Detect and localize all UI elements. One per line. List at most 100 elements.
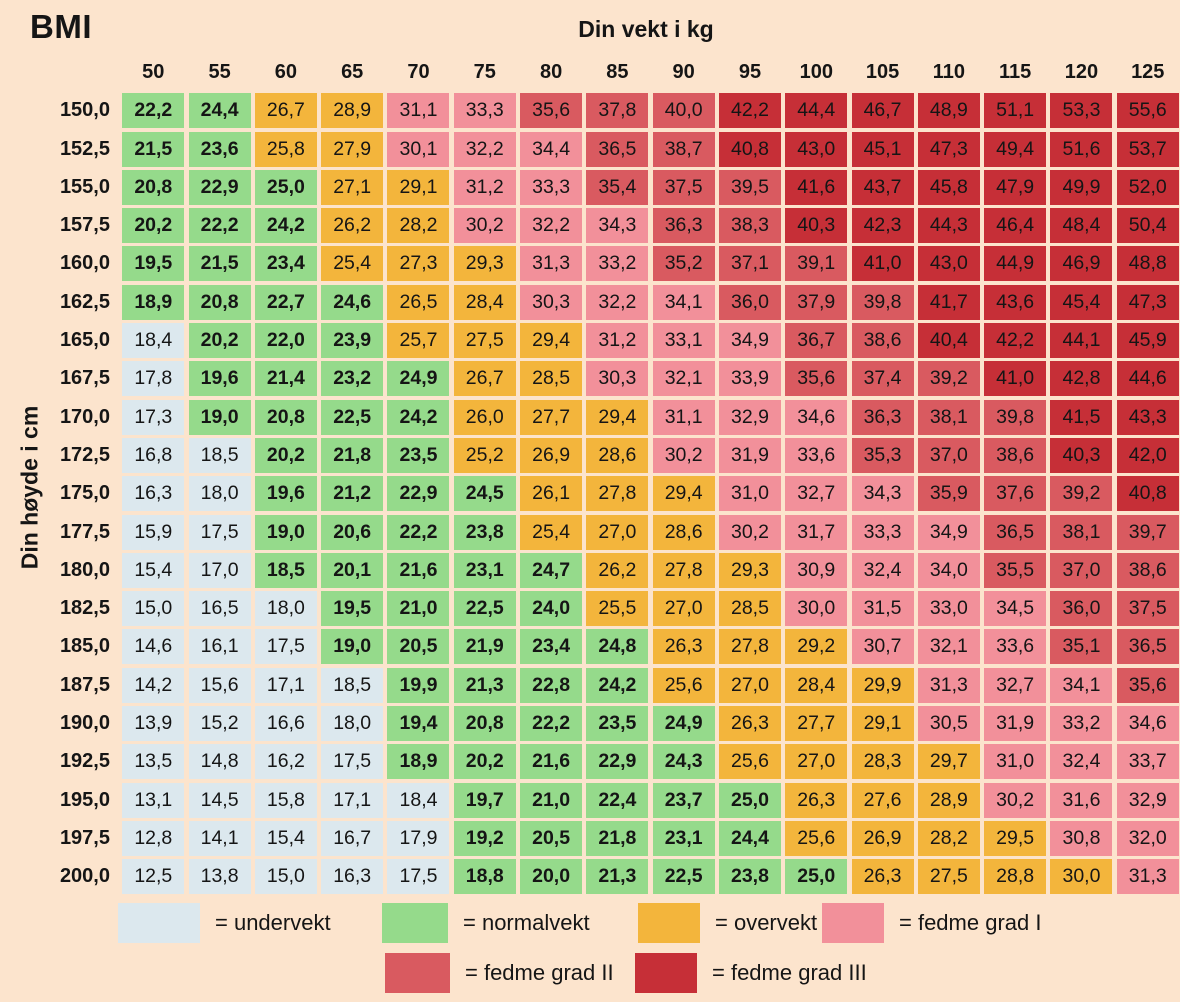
bmi-cell: 41,0 (851, 246, 914, 282)
bmi-cell: 31,9 (984, 706, 1047, 742)
bmi-cell: 20,0 (520, 859, 583, 895)
bmi-table: 50 55 60 65 70 75 80 85 90 95 100 105 110 115 120 125 15… (0, 55, 1179, 895)
bmi-cell: 37,9 (785, 284, 848, 320)
bmi-cell: 29,4 (652, 476, 715, 512)
bmi-cell: 25,6 (652, 667, 715, 703)
legend-item-undervekt: = undervekt (118, 903, 331, 943)
bmi-cell: 25,7 (387, 323, 450, 359)
bmi-cell: 16,1 (188, 629, 251, 665)
bmi-cell: 18,9 (387, 744, 450, 780)
bmi-cell: 12,5 (122, 859, 185, 895)
bmi-cell: 23,5 (387, 437, 450, 473)
legend-label: = fedme grad II (465, 960, 614, 985)
bmi-cell: 28,2 (917, 820, 980, 856)
bmi-cell: 34,1 (1050, 667, 1113, 703)
bmi-cell: 33,6 (785, 437, 848, 473)
bmi-cell: 45,4 (1050, 284, 1113, 320)
bmi-cell: 27,8 (586, 476, 649, 512)
bmi-cell: 22,2 (188, 208, 251, 244)
bmi-cell: 35,3 (851, 437, 914, 473)
bmi-cell: 21,3 (586, 859, 649, 895)
bmi-cell: 35,4 (586, 169, 649, 205)
bmi-cell: 34,6 (785, 399, 848, 435)
bmi-cell: 29,5 (984, 820, 1047, 856)
bmi-cell: 25,0 (254, 169, 317, 205)
height-row-header: 200,0 (59, 865, 110, 888)
bmi-cell: 31,2 (586, 323, 649, 359)
bmi-cell: 16,3 (122, 476, 185, 512)
bmi-cell: 49,4 (984, 131, 1047, 167)
bmi-cell: 21,6 (520, 744, 583, 780)
bmi-cell: 45,8 (917, 169, 980, 205)
bmi-cell: 32,9 (1116, 782, 1179, 818)
bmi-cell: 28,3 (851, 744, 914, 780)
legend-swatch-overvekt (638, 903, 700, 943)
bmi-cell: 24,9 (387, 361, 450, 397)
bmi-cell: 22,7 (254, 284, 317, 320)
bmi-cell: 21,0 (387, 591, 450, 627)
bmi-cell: 25,0 (718, 782, 781, 818)
bmi-cell: 17,5 (387, 859, 450, 895)
bmi-cell: 18,9 (122, 284, 185, 320)
bmi-cell: 21,0 (520, 782, 583, 818)
bmi-cell: 27,9 (321, 131, 384, 167)
bmi-cell: 18,5 (254, 552, 317, 588)
bmi-cell: 40,8 (718, 131, 781, 167)
bmi-cell: 36,5 (1116, 629, 1179, 665)
bmi-cell: 19,4 (387, 706, 450, 742)
height-row-header: 187,5 (59, 673, 110, 696)
bmi-cell: 39,2 (917, 361, 980, 397)
bmi-cell: 38,6 (1116, 552, 1179, 588)
bmi-cell: 34,1 (652, 284, 715, 320)
bmi-cell: 34,9 (718, 323, 781, 359)
bmi-cell: 19,0 (188, 399, 251, 435)
weight-column-header: 55 (208, 61, 231, 83)
bmi-cell: 45,1 (851, 131, 914, 167)
bmi-cell: 35,6 (785, 361, 848, 397)
bmi-cell: 36,5 (586, 131, 649, 167)
bmi-cell: 36,5 (984, 514, 1047, 550)
bmi-cell: 23,2 (321, 361, 384, 397)
bmi-cell: 47,3 (1116, 284, 1179, 320)
bmi-cell: 28,9 (321, 93, 384, 129)
bmi-cell: 20,5 (387, 629, 450, 665)
bmi-cell: 35,9 (917, 476, 980, 512)
bmi-cell: 23,8 (718, 859, 781, 895)
bmi-cell: 34,3 (586, 208, 649, 244)
bmi-cell: 30,9 (785, 552, 848, 588)
bmi-cell: 28,8 (984, 859, 1047, 895)
bmi-cell: 34,3 (851, 476, 914, 512)
height-row-header: 190,0 (59, 712, 110, 735)
bmi-cell: 24,2 (387, 399, 450, 435)
bmi-cell: 15,0 (122, 591, 185, 627)
bmi-cell: 24,0 (520, 591, 583, 627)
bmi-cell: 41,7 (917, 284, 980, 320)
bmi-cell: 21,9 (453, 629, 516, 665)
bmi-cell: 41,6 (785, 169, 848, 205)
bmi-cell: 26,2 (321, 208, 384, 244)
bmi-cell: 17,5 (188, 514, 251, 550)
bmi-cell: 30,2 (652, 437, 715, 473)
bmi-cell: 32,2 (586, 284, 649, 320)
bmi-cell: 14,8 (188, 744, 251, 780)
bmi-cell: 31,0 (984, 744, 1047, 780)
weight-column-header: 85 (606, 61, 629, 83)
bmi-cell: 30,2 (453, 208, 516, 244)
bmi-cell: 24,8 (586, 629, 649, 665)
bmi-cell: 34,6 (1116, 706, 1179, 742)
bmi-cell: 47,9 (984, 169, 1047, 205)
bmi-cell: 33,3 (520, 169, 583, 205)
bmi-cell: 27,7 (520, 399, 583, 435)
bmi-cell: 26,9 (851, 820, 914, 856)
bmi-cell: 39,2 (1050, 476, 1113, 512)
bmi-cell: 18,4 (387, 782, 450, 818)
bmi-cell: 36,7 (785, 323, 848, 359)
bmi-cell: 29,4 (586, 399, 649, 435)
bmi-cell: 24,2 (586, 667, 649, 703)
bmi-cell: 27,0 (586, 514, 649, 550)
legend-item-fedme_grad_1: = fedme grad I (822, 903, 1041, 943)
bmi-cell: 14,5 (188, 782, 251, 818)
weight-axis-label: Din vekt i kg (578, 16, 714, 42)
bmi-cell: 25,6 (718, 744, 781, 780)
